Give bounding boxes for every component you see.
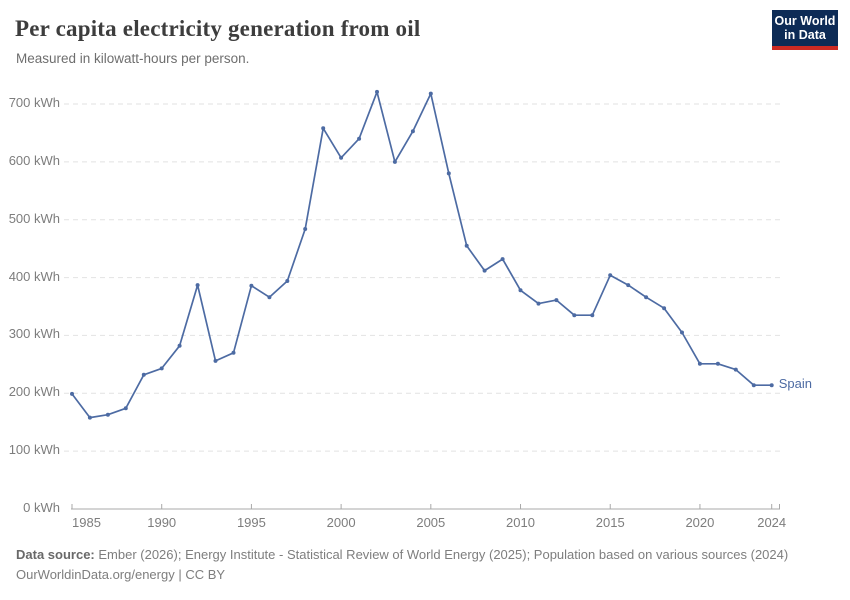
data-point-1986[interactable] <box>87 415 92 420</box>
license-line: OurWorldinData.org/energy | CC BY <box>16 565 826 585</box>
data-point-2017[interactable] <box>644 295 649 300</box>
data-point-2019[interactable] <box>680 330 684 335</box>
data-point-1989[interactable] <box>141 372 146 377</box>
data-point-2007[interactable] <box>464 243 469 248</box>
data-source-label: Data source: <box>16 547 95 562</box>
data-point-2015[interactable] <box>608 273 613 278</box>
x-axis-tick-label: 1995 <box>236 515 266 530</box>
series-line-spain[interactable] <box>71 91 773 419</box>
data-point-1990[interactable] <box>159 366 164 371</box>
y-axis-tick-label: 600 kWh <box>8 152 60 168</box>
data-point-1998[interactable] <box>303 227 308 231</box>
data-point-2009[interactable] <box>500 257 505 262</box>
data-point-2000[interactable] <box>339 155 344 160</box>
data-point-1992[interactable] <box>195 283 200 288</box>
data-point-1996[interactable] <box>267 295 272 300</box>
owid-logo-line1: Our World <box>774 14 836 28</box>
data-point-1991[interactable] <box>177 343 182 348</box>
owid-energy-link[interactable]: OurWorldinData.org/energy <box>16 567 175 582</box>
data-point-1987[interactable] <box>105 412 110 417</box>
footer-separator: | <box>174 567 186 582</box>
data-point-2023[interactable] <box>751 383 756 388</box>
data-point-2011[interactable] <box>536 301 541 306</box>
data-point-1985[interactable] <box>70 391 74 396</box>
data-point-2001[interactable] <box>357 136 362 141</box>
y-axis-tick-label: 400 kWh <box>8 268 60 284</box>
data-point-2013[interactable] <box>572 313 577 318</box>
x-axis-tick-label: 2010 <box>506 515 535 530</box>
x-axis-tick-label: 2024 <box>757 515 787 530</box>
y-axis-tick-label: 200 kWh <box>8 384 60 400</box>
chart-footer: Data source: Ember (2026); Energy Instit… <box>16 545 826 585</box>
x-axis-tick-label: 2020 <box>685 515 715 530</box>
x-axis-tick-label: 2000 <box>326 515 356 530</box>
data-point-1993[interactable] <box>213 358 218 363</box>
data-point-2024[interactable] <box>769 383 774 388</box>
chart-subtitle: Measured in kilowatt-hours per person. <box>16 51 250 66</box>
data-point-2003[interactable] <box>392 159 397 164</box>
x-axis-tick-label: 2005 <box>416 515 446 530</box>
cc-by-link[interactable]: CC BY <box>185 567 226 582</box>
x-axis-tick-label: 1985 <box>72 515 101 530</box>
data-point-2010[interactable] <box>518 288 523 293</box>
y-axis-tick-label: 300 kWh <box>8 326 60 342</box>
x-axis-tick-label: 2015 <box>595 515 625 530</box>
data-source-text: Ember (2026); Energy Institute - Statist… <box>94 547 789 562</box>
owid-logo[interactable]: Our World in Data <box>772 10 838 50</box>
data-point-2006[interactable] <box>446 171 451 176</box>
data-point-2018[interactable] <box>662 306 667 311</box>
y-axis-tick-label: 700 kWh <box>8 95 60 110</box>
data-point-2014[interactable] <box>590 313 595 318</box>
data-point-2016[interactable] <box>626 283 631 288</box>
data-point-2021[interactable] <box>715 361 720 366</box>
data-point-2020[interactable] <box>697 361 702 366</box>
data-point-2012[interactable] <box>554 298 559 303</box>
owid-logo-line2: in Data <box>784 28 826 42</box>
data-point-1994[interactable] <box>231 350 236 355</box>
data-point-2005[interactable] <box>428 91 433 96</box>
data-point-2022[interactable] <box>733 367 738 372</box>
data-point-1997[interactable] <box>285 279 290 283</box>
data-point-1995[interactable] <box>249 283 254 288</box>
y-axis-tick-label: 0 kWh <box>23 500 60 515</box>
y-axis-tick-label: 500 kWh <box>8 210 60 226</box>
data-point-2002[interactable] <box>375 89 379 94</box>
series-label-spain[interactable]: Spain <box>778 376 812 392</box>
data-point-1999[interactable] <box>321 126 326 131</box>
chart-title: Per capita electricity generation from o… <box>15 16 421 41</box>
x-axis-tick-label: 1990 <box>147 515 177 530</box>
data-point-1988[interactable] <box>123 406 128 411</box>
data-point-2004[interactable] <box>410 129 415 134</box>
y-axis-tick-label: 100 kWh <box>8 442 60 458</box>
data-source-line: Data source: Ember (2026); Energy Instit… <box>16 545 826 565</box>
data-point-2008[interactable] <box>482 268 487 273</box>
